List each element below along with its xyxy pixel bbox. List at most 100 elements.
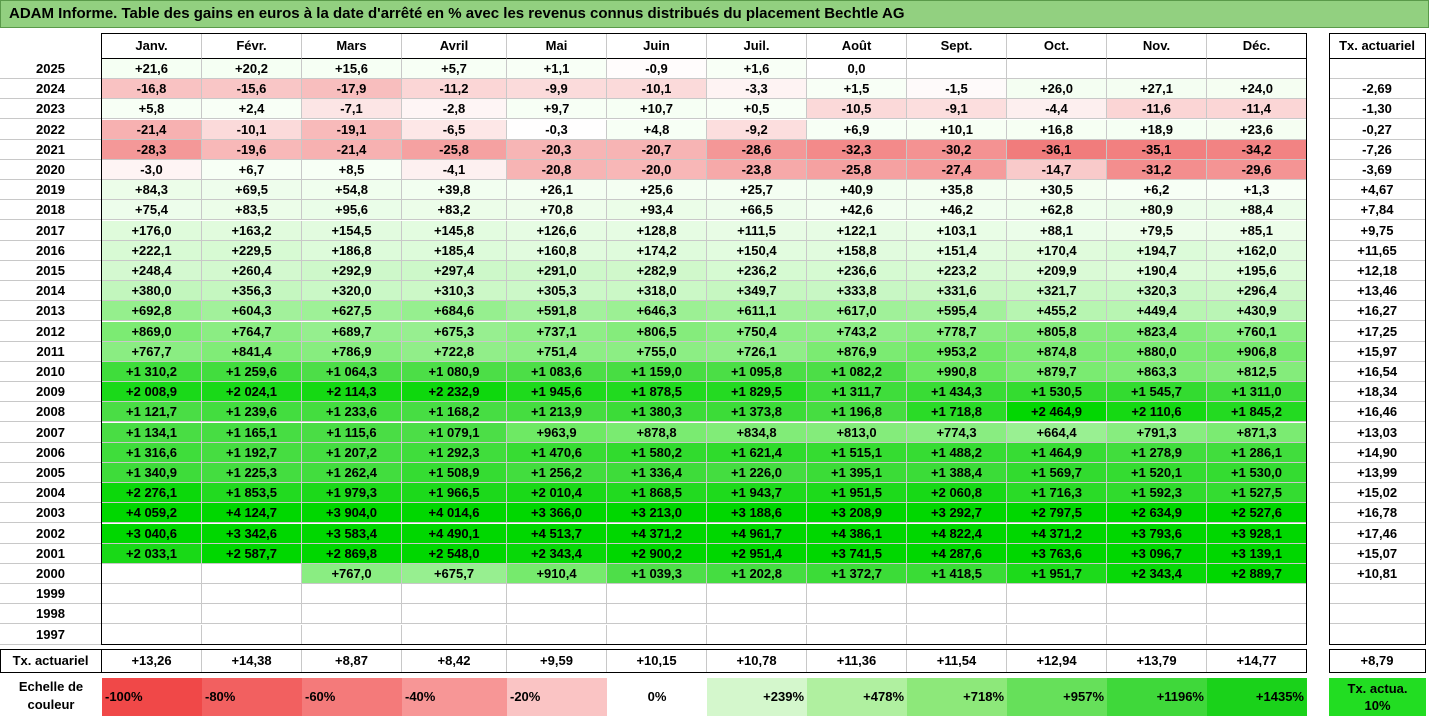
table-cell: +2 232,9 bbox=[402, 382, 507, 403]
table-cell: +5,7 bbox=[402, 59, 507, 79]
year-label: 2015 bbox=[0, 261, 102, 281]
table-cell: +88,4 bbox=[1207, 200, 1307, 221]
table-cell bbox=[102, 564, 202, 584]
table-cell: -21,4 bbox=[102, 119, 202, 140]
year-label: 2003 bbox=[0, 503, 102, 524]
rate-cell: +13,99 bbox=[1329, 463, 1426, 483]
table-cell: +1 340,9 bbox=[102, 463, 202, 483]
table-cell bbox=[102, 624, 202, 645]
table-cell: +3 741,5 bbox=[807, 543, 907, 564]
table-cell: +349,7 bbox=[707, 281, 807, 302]
table-cell: +282,9 bbox=[607, 261, 707, 281]
table-cell bbox=[1007, 624, 1107, 645]
table-cell: -6,5 bbox=[402, 119, 507, 140]
scale-swatch: +478% bbox=[807, 678, 907, 716]
table-cell bbox=[907, 59, 1007, 79]
table-cell: +1 718,8 bbox=[907, 402, 1007, 423]
table-cell: +1 527,5 bbox=[1207, 483, 1307, 504]
year-label: 2010 bbox=[0, 362, 102, 382]
table-cell: +1 470,6 bbox=[507, 442, 607, 463]
table-cell bbox=[1207, 584, 1307, 605]
table-cell: -11,2 bbox=[402, 79, 507, 100]
table-cell: +1 039,3 bbox=[607, 564, 707, 584]
table-cell: +684,6 bbox=[402, 301, 507, 322]
rate-cell bbox=[1329, 604, 1426, 625]
table-cell: +611,1 bbox=[707, 301, 807, 322]
table-cell bbox=[302, 584, 402, 605]
table-cell: -1,5 bbox=[907, 79, 1007, 100]
table-cell: +910,4 bbox=[507, 564, 607, 584]
table-cell: +292,9 bbox=[302, 261, 402, 281]
rate-cell: -2,69 bbox=[1329, 79, 1426, 100]
table-cell: +863,3 bbox=[1107, 362, 1207, 382]
scale-swatch: -100% bbox=[102, 678, 202, 716]
table-cell: +145,8 bbox=[402, 220, 507, 241]
table-cell: -35,1 bbox=[1107, 139, 1207, 160]
table-cell: -32,3 bbox=[807, 139, 907, 160]
table-cell: +333,8 bbox=[807, 281, 907, 302]
table-cell: +160,8 bbox=[507, 240, 607, 261]
table-cell: -4,1 bbox=[402, 160, 507, 180]
scale-swatch: 0% bbox=[607, 678, 707, 716]
footer-label: Tx. actuariel bbox=[0, 648, 102, 673]
table-cell: +1 115,6 bbox=[302, 422, 402, 443]
table-cell: +18,9 bbox=[1107, 119, 1207, 140]
table-cell: +1 508,9 bbox=[402, 463, 507, 483]
table-cell bbox=[202, 624, 302, 645]
table-cell: +122,1 bbox=[807, 220, 907, 241]
table-cell bbox=[202, 604, 302, 625]
table-cell: +1 226,0 bbox=[707, 463, 807, 483]
table-cell: +2 797,5 bbox=[1007, 503, 1107, 524]
table-cell: +1 095,8 bbox=[707, 362, 807, 382]
table-cell: -11,4 bbox=[1207, 99, 1307, 120]
month-header: Nov. bbox=[1107, 33, 1207, 59]
table-cell: +128,8 bbox=[607, 220, 707, 241]
table-cell: +2 033,1 bbox=[102, 543, 202, 564]
table-cell: +1 621,4 bbox=[707, 442, 807, 463]
table-cell: +236,6 bbox=[807, 261, 907, 281]
table-cell: +2 010,4 bbox=[507, 483, 607, 504]
table-cell: -34,2 bbox=[1207, 139, 1307, 160]
table-cell: +1 592,3 bbox=[1107, 483, 1207, 504]
table-cell: +6,7 bbox=[202, 160, 302, 180]
rate-header: Tx. actuariel bbox=[1329, 33, 1426, 59]
table-cell: +3 342,6 bbox=[202, 523, 302, 544]
year-label: 2001 bbox=[0, 543, 102, 564]
table-cell: +767,7 bbox=[102, 341, 202, 362]
table-cell: +1 134,1 bbox=[102, 422, 202, 443]
table-cell bbox=[707, 624, 807, 645]
table-cell: +963,9 bbox=[507, 422, 607, 443]
report-title: ADAM Informe. Table des gains en euros à… bbox=[9, 5, 905, 22]
year-label: 2013 bbox=[0, 301, 102, 322]
table-cell: +2 951,4 bbox=[707, 543, 807, 564]
table-cell: +25,7 bbox=[707, 180, 807, 201]
table-cell: +1 083,6 bbox=[507, 362, 607, 382]
table-cell: +1 829,5 bbox=[707, 382, 807, 403]
table-cell: +25,6 bbox=[607, 180, 707, 201]
table-cell bbox=[1107, 59, 1207, 79]
year-label: 2012 bbox=[0, 321, 102, 342]
rate-cell: +10,81 bbox=[1329, 564, 1426, 584]
table-cell: +3 793,6 bbox=[1107, 523, 1207, 544]
scale-swatch: +957% bbox=[1007, 678, 1107, 716]
year-label: 2025 bbox=[0, 59, 102, 79]
table-cell bbox=[907, 584, 1007, 605]
table-cell: +689,7 bbox=[302, 321, 402, 342]
month-header: Janv. bbox=[102, 33, 202, 59]
table-cell: +296,4 bbox=[1207, 281, 1307, 302]
table-cell: +4,8 bbox=[607, 119, 707, 140]
table-cell: +4 490,1 bbox=[402, 523, 507, 544]
month-header: Oct. bbox=[1007, 33, 1107, 59]
table-cell: +6,2 bbox=[1107, 180, 1207, 201]
table-cell: +1 530,0 bbox=[1207, 463, 1307, 483]
table-cell: -0,3 bbox=[507, 119, 607, 140]
table-cell: +4 513,7 bbox=[507, 523, 607, 544]
year-label: 1997 bbox=[0, 624, 102, 645]
rate-cell: -0,27 bbox=[1329, 119, 1426, 140]
table-cell: +675,3 bbox=[402, 321, 507, 342]
rate-cell bbox=[1329, 624, 1426, 645]
table-cell: +42,6 bbox=[807, 200, 907, 221]
month-header: Avril bbox=[402, 33, 507, 59]
table-cell: +95,6 bbox=[302, 200, 402, 221]
table-cell: +2 634,9 bbox=[1107, 503, 1207, 524]
